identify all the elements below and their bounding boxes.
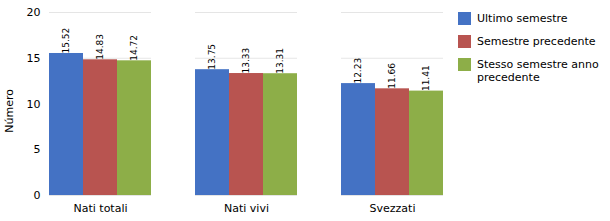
svg-text:20: 20 xyxy=(27,6,41,19)
svg-text:11.41: 11.41 xyxy=(421,65,431,91)
html-text:Ultimo semestre: Ultimo semestre xyxy=(477,12,568,25)
svg-text:5: 5 xyxy=(34,143,41,156)
svg-text:13.33: 13.33 xyxy=(241,48,251,74)
html-text:Stesso semestre anno precedent: Stesso semestre anno precedente xyxy=(477,58,599,84)
html-text:Número: Número xyxy=(2,88,16,133)
svg-text:Svezzati: Svezzati xyxy=(370,202,416,215)
svg-text:11.66: 11.66 xyxy=(387,63,397,89)
svg-text:15: 15 xyxy=(27,52,41,65)
svg-text:0: 0 xyxy=(34,189,41,202)
svg-text:13.75: 13.75 xyxy=(207,44,217,70)
svg-text:13.31: 13.31 xyxy=(275,48,285,74)
svg-text:Nati vivi: Nati vivi xyxy=(224,202,269,215)
svg-text:14.72: 14.72 xyxy=(129,35,139,61)
svg-text:10: 10 xyxy=(27,98,41,111)
svg-text:15.52: 15.52 xyxy=(61,28,71,54)
svg-text:Nati totali: Nati totali xyxy=(73,202,127,215)
svg-text:14.83: 14.83 xyxy=(95,34,105,60)
html-text:Semestre precedente: Semestre precedente xyxy=(477,35,596,48)
svg-text:12.23: 12.23 xyxy=(353,58,363,84)
